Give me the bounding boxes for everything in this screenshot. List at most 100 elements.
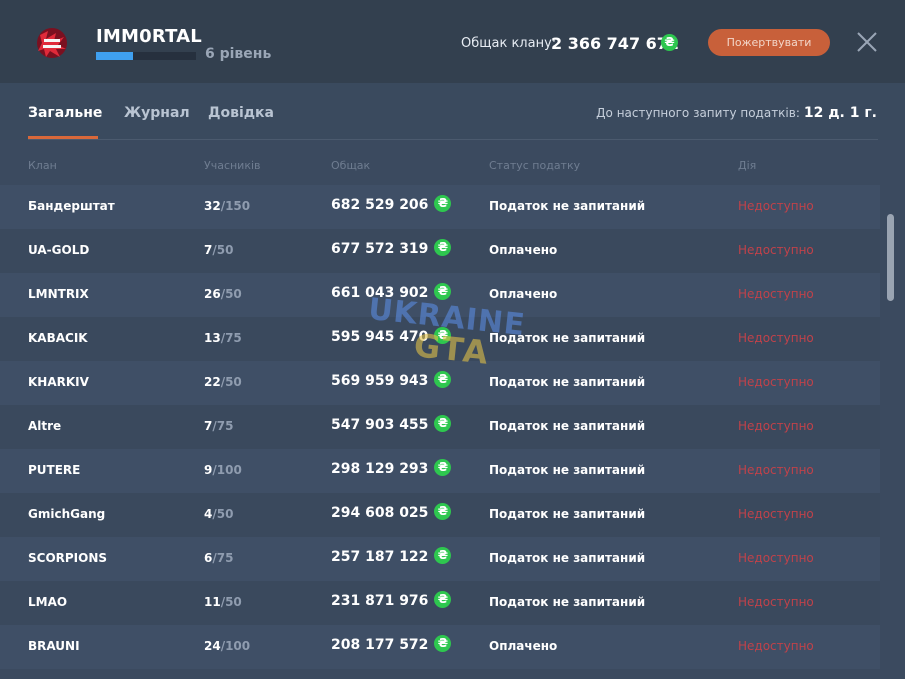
table-row[interactable]: GmichGang 4/50 294 608 025 ₴ Податок не запи… bbox=[0, 493, 880, 537]
table-row[interactable]: UA-GOLD 7/50 677 572 319 ₴ Оплачено Недоступн… bbox=[0, 229, 880, 273]
currency-icon: ₴ bbox=[434, 283, 452, 300]
currency-icon: ₴ bbox=[434, 503, 452, 520]
bank-amount: 208 177 572 bbox=[331, 637, 429, 653]
bank-cell: 257 187 122 ₴ bbox=[331, 547, 452, 565]
clan-name-cell: KHARKIV bbox=[28, 375, 89, 389]
members-max: /150 bbox=[220, 199, 251, 213]
level-progress-bar bbox=[96, 52, 196, 60]
table-row[interactable]: LMAO 11/50 231 871 976 ₴ Податок не запитани… bbox=[0, 581, 880, 625]
action-unavailable: Недоступно bbox=[738, 199, 814, 213]
column-header-action: Дія bbox=[738, 159, 757, 172]
bank-cell: 595 945 470 ₴ bbox=[331, 327, 452, 345]
clan-name-cell: LMNTRIX bbox=[28, 287, 89, 301]
table-row[interactable]: PUTERE 9/100 298 129 293 ₴ Податок не запита… bbox=[0, 449, 880, 493]
members-cell: 9/100 bbox=[204, 463, 242, 477]
currency-icon: ₴ bbox=[434, 591, 452, 608]
members-count: 4 bbox=[204, 507, 213, 521]
action-unavailable: Недоступно bbox=[738, 507, 814, 521]
table-row[interactable]: SCORPIONS 6/75 257 187 122 ₴ Податок не запи… bbox=[0, 537, 880, 581]
clan-name-cell: GmichGang bbox=[28, 507, 106, 521]
clan-name-cell: PUTERE bbox=[28, 463, 81, 477]
tax-timer-label: До наступного запиту податків: bbox=[596, 106, 800, 120]
action-unavailable: Недоступно bbox=[738, 375, 814, 389]
clan-bank-label: Общак клану: bbox=[461, 36, 557, 51]
members-max: /50 bbox=[220, 375, 242, 389]
table-row[interactable]: Altre 7/75 547 903 455 ₴ Податок не запитани… bbox=[0, 405, 880, 449]
tax-status-cell: Податок не запитаний bbox=[489, 463, 646, 477]
members-cell: 24/100 bbox=[204, 639, 250, 653]
members-max: /100 bbox=[220, 639, 251, 653]
table-row[interactable]: KHARKIV 22/50 569 959 943 ₴ Податок не запит… bbox=[0, 361, 880, 405]
bank-cell: 294 608 025 ₴ bbox=[331, 503, 452, 521]
column-header-members: Учасників bbox=[204, 159, 261, 172]
bank-amount: 677 572 319 bbox=[331, 241, 429, 257]
bank-amount: 661 043 902 bbox=[331, 285, 429, 301]
bank-cell: 208 177 572 ₴ bbox=[331, 635, 452, 653]
currency-icon: ₴ bbox=[434, 415, 452, 432]
action-unavailable: Недоступно bbox=[738, 595, 814, 609]
bank-amount: 569 959 943 bbox=[331, 373, 429, 389]
members-count: 9 bbox=[204, 463, 213, 477]
table-row[interactable]: LMNTRIX 26/50 661 043 902 ₴ Оплачено Недоступ… bbox=[0, 273, 880, 317]
members-count: 6 bbox=[204, 551, 213, 565]
members-cell: 11/50 bbox=[204, 595, 242, 609]
table-row[interactable]: BRAUNI 24/100 208 177 572 ₴ Оплачено Недоступ… bbox=[0, 625, 880, 669]
members-max: /75 bbox=[212, 419, 234, 433]
members-max: /100 bbox=[212, 463, 242, 477]
members-cell: 13/75 bbox=[204, 331, 242, 345]
members-cell: 7/50 bbox=[204, 243, 233, 257]
clan-name-cell: Бандерштат bbox=[28, 199, 115, 213]
tax-status-cell: Податок не запитаний bbox=[489, 375, 646, 389]
bank-cell: 547 903 455 ₴ bbox=[331, 415, 452, 433]
clan-header: IMM0RTAL 6 рівень Общак клану: 2 366 747… bbox=[0, 0, 905, 83]
currency-icon: ₴ bbox=[434, 547, 452, 564]
members-count: 11 bbox=[204, 595, 221, 609]
clan-level: 6 рівень bbox=[205, 46, 272, 62]
donate-button[interactable]: Пожертвувати bbox=[708, 29, 830, 56]
members-max: /50 bbox=[212, 507, 234, 521]
members-max: /50 bbox=[220, 595, 242, 609]
clan-list: Бандерштат 32/150 682 529 206 ₴ Податок не з… bbox=[0, 185, 880, 669]
tax-status-cell: Податок не запитаний bbox=[489, 595, 646, 609]
bank-amount: 547 903 455 bbox=[331, 417, 429, 433]
bank-amount: 682 529 206 bbox=[331, 197, 429, 213]
members-cell: 6/75 bbox=[204, 551, 233, 565]
bank-cell: 231 871 976 ₴ bbox=[331, 591, 452, 609]
close-icon[interactable] bbox=[856, 31, 878, 53]
members-max: /50 bbox=[220, 287, 242, 301]
action-unavailable: Недоступно bbox=[738, 639, 814, 653]
bank-amount: 294 608 025 bbox=[331, 505, 429, 521]
table-row[interactable]: Бандерштат 32/150 682 529 206 ₴ Податок не з… bbox=[0, 185, 880, 229]
bank-amount: 595 945 470 bbox=[331, 329, 429, 345]
tab-journal[interactable]: Журнал bbox=[124, 105, 190, 121]
members-count: 26 bbox=[204, 287, 221, 301]
tax-status-cell: Податок не запитаний bbox=[489, 551, 646, 565]
level-progress-fill bbox=[96, 52, 133, 60]
scrollbar-thumb[interactable] bbox=[887, 214, 894, 301]
clan-name: IMM0RTAL bbox=[96, 26, 202, 47]
bank-cell: 661 043 902 ₴ bbox=[331, 283, 452, 301]
tab-general[interactable]: Загальне bbox=[28, 105, 103, 121]
members-max: /75 bbox=[220, 331, 242, 345]
currency-icon: ₴ bbox=[434, 459, 452, 476]
clan-logo-icon bbox=[37, 28, 67, 58]
action-unavailable: Недоступно bbox=[738, 287, 814, 301]
bank-amount: 298 129 293 bbox=[331, 461, 429, 477]
tax-timer-value: 12 д. 1 г. bbox=[803, 105, 877, 121]
bank-cell: 677 572 319 ₴ bbox=[331, 239, 452, 257]
members-max: /75 bbox=[212, 551, 234, 565]
tab-help[interactable]: Довідка bbox=[208, 105, 275, 121]
clan-name-cell: Altre bbox=[28, 419, 62, 433]
table-row[interactable]: KABACIK 13/75 595 945 470 ₴ Податок не запит… bbox=[0, 317, 880, 361]
column-header-clan: Клан bbox=[28, 159, 57, 172]
members-cell: 22/50 bbox=[204, 375, 242, 389]
members-count: 24 bbox=[204, 639, 221, 653]
action-unavailable: Недоступно bbox=[738, 331, 814, 345]
clan-name-cell: SCORPIONS bbox=[28, 551, 108, 565]
tab-bar: Загальне Журнал Довідка До наступного за… bbox=[0, 83, 905, 140]
tax-timer: До наступного запиту податків: 12 д. 1 г. bbox=[596, 105, 877, 121]
tax-status-cell: Податок не запитаний bbox=[489, 507, 646, 521]
clan-name-cell: BRAUNI bbox=[28, 639, 80, 653]
tax-status-cell: Оплачено bbox=[489, 243, 558, 257]
